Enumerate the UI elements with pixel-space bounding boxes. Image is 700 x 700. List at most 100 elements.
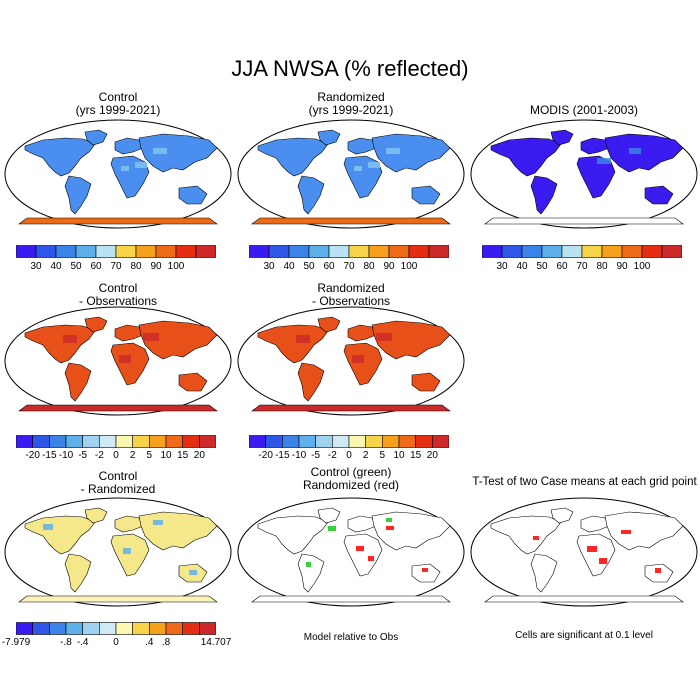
colorbar-tick-label: 70 [576,261,588,272]
colorbar-tick-label: 10 [393,450,405,461]
colorbar-swatch [182,622,200,635]
modis-colorbar-labels: 30 40 50 60 70 80 90 100 [482,261,682,273]
random-obs-colorbar [249,435,449,448]
colorbar-swatch [149,435,167,448]
asia-landmass [604,511,684,551]
colorbar-tick-label: 10 [160,450,172,461]
colorbar-swatch [621,245,643,258]
value-patch [533,536,539,540]
colorbar-swatch [75,245,97,258]
greenland-landmass [317,507,341,524]
random-obs-map [236,305,466,417]
south-america-landmass [297,362,325,402]
control-obs-panel-title: Control - Observations [78,281,158,308]
greenland-landmass [317,316,341,333]
antarctica-landmass [251,404,451,412]
figure-title: JJA NWSA (% reflected) [231,56,469,81]
randomized-colorbar [249,245,449,258]
colorbar-swatch [55,245,77,258]
africa-landmass [110,342,150,386]
colorbar-tick-label: 40 [50,261,62,272]
north-america-landmass [24,515,96,555]
europe-landmass [114,515,144,533]
colorbar-swatch [428,245,449,258]
colorbar-swatch [49,622,67,635]
colorbar-swatch [641,245,663,258]
colorbar-tick-label: 5 [146,450,153,461]
greenland-landmass [317,129,341,146]
greenland-landmass [84,129,108,146]
europe-landmass [580,137,610,155]
value-patch [143,333,159,341]
colorbar-swatch [365,435,383,448]
colorbar-swatch [561,245,583,258]
colorbar-swatch [432,435,449,448]
north-america-landmass [257,137,329,177]
south-america-landmass [530,553,558,593]
colorbar-swatch [65,622,83,635]
value-patch [135,162,147,168]
africa-landmass [343,342,383,386]
colorbar-swatch [298,435,316,448]
australia-landmass [411,563,441,583]
control-random-colorbar [16,622,216,635]
europe-landmass [114,324,144,342]
colorbar-swatch [368,245,390,258]
value-patch [655,568,661,573]
colorbar-tick-label: 5 [379,450,386,461]
colorbar-tick-label: 30 [263,261,275,272]
random-obs-colorbar-labels: -20 -15 -10 -5 -2 0 2 5 10 15 20 [249,450,449,462]
north-america-landmass [24,324,96,364]
antarctica-landmass [251,595,451,603]
value-patch [368,162,380,168]
colorbar-swatch [175,245,197,258]
control-obs-colorbar-labels: -20 -15 -10 -5 -2 0 2 5 10 15 20 [16,450,216,462]
europe-landmass [347,515,377,533]
colorbar-tick-label: 80 [130,261,142,272]
colorbar-swatch [265,435,283,448]
antarctica-landmass [18,404,218,412]
control-random-colorbar-labels: -7.979 -.8 -.4 0 .4 .8 14.707 [2,637,231,649]
colorbar-swatch [348,245,370,258]
colorbar-swatch [82,622,100,635]
colorbar-tick-label: 90 [150,261,162,272]
colorbar-tick-label: -5 [78,450,88,461]
colorbar-tick-label: 80 [596,261,608,272]
antarctica-landmass [18,595,218,603]
australia-landmass [178,372,208,392]
australia-landmass [411,185,441,205]
colorbar-swatch [249,435,266,448]
green-red-map [236,496,466,608]
value-patch [43,524,53,530]
colorbar-swatch [32,622,50,635]
value-patch [153,148,167,154]
colorbar-swatch [601,245,623,258]
control-panel-title: Control (yrs 1999-2021) [75,90,161,117]
value-patch [597,158,611,164]
modis-map [469,118,699,230]
asia-landmass [138,320,218,360]
colorbar-tick-label: 2 [129,450,136,461]
green-red-panel-title: Control (green) Randomized (red) [302,465,400,492]
colorbar-swatch [49,435,67,448]
colorbar-swatch [132,435,150,448]
colorbar-tick-label: -7.979 [1,637,31,648]
colorbar-swatch [182,435,200,448]
value-patch [153,520,163,525]
colorbar-swatch [65,435,83,448]
colorbar-swatch [99,622,117,635]
colorbar-tick-label: 100 [633,261,651,272]
europe-landmass [114,137,144,155]
colorbar-swatch [541,245,563,258]
europe-landmass [347,137,377,155]
colorbar-swatch [581,245,603,258]
colorbar-swatch [132,622,150,635]
control-colorbar [16,245,216,258]
value-patch [121,166,129,171]
colorbar-swatch [288,245,310,258]
colorbar-tick-label: 15 [410,450,422,461]
north-america-landmass [24,137,96,177]
colorbar-swatch [332,435,350,448]
randomized-panel-title: Randomized (yrs 1999-2021) [308,90,394,117]
colorbar-swatch [348,435,366,448]
